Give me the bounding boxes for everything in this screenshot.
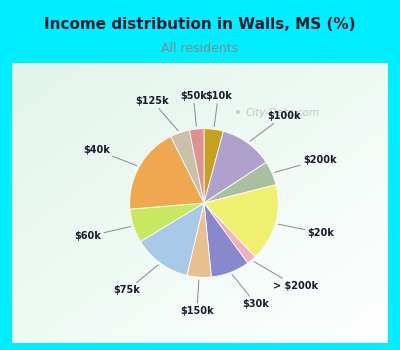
- Text: $100k: $100k: [250, 111, 301, 141]
- Wedge shape: [204, 129, 224, 203]
- Wedge shape: [204, 185, 278, 257]
- Wedge shape: [130, 203, 204, 242]
- Text: $75k: $75k: [114, 265, 158, 295]
- Wedge shape: [189, 129, 204, 203]
- Wedge shape: [204, 203, 248, 277]
- Wedge shape: [130, 136, 204, 209]
- Text: $150k: $150k: [180, 280, 214, 316]
- Text: $50k: $50k: [180, 91, 207, 126]
- Wedge shape: [171, 130, 204, 203]
- Text: Income distribution in Walls, MS (%): Income distribution in Walls, MS (%): [44, 17, 356, 32]
- Text: •: •: [234, 106, 242, 120]
- Wedge shape: [187, 203, 211, 277]
- Text: $40k: $40k: [83, 145, 137, 166]
- Wedge shape: [140, 203, 204, 275]
- Wedge shape: [204, 203, 255, 263]
- Text: > $200k: > $200k: [254, 261, 318, 291]
- Text: $30k: $30k: [232, 275, 269, 309]
- Text: $10k: $10k: [205, 91, 232, 127]
- Text: All residents: All residents: [162, 42, 238, 56]
- Text: $20k: $20k: [278, 224, 335, 238]
- Wedge shape: [204, 131, 266, 203]
- Text: City-Data.com: City-Data.com: [246, 108, 320, 118]
- Wedge shape: [204, 162, 276, 203]
- Text: $125k: $125k: [135, 96, 178, 131]
- Text: $60k: $60k: [74, 226, 131, 242]
- Text: $200k: $200k: [275, 155, 336, 173]
